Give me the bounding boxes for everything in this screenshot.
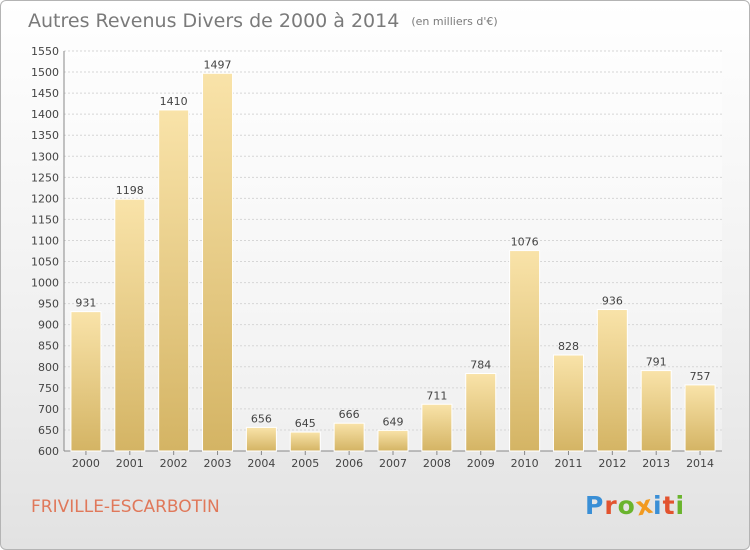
data-label: 936	[602, 295, 623, 308]
logo-letter: i	[675, 491, 686, 520]
x-tick-label: 2005	[291, 457, 319, 470]
y-tick-label: 850	[38, 340, 59, 353]
x-tick-label: 2000	[72, 457, 100, 470]
bar-2010	[509, 250, 541, 452]
bar-2012	[596, 309, 628, 452]
data-label: 1410	[160, 95, 188, 108]
x-tick-label: 2007	[379, 457, 407, 470]
x-tick-label: 2011	[554, 457, 582, 470]
logo-letter: t	[662, 491, 676, 520]
y-tick-label: 1000	[31, 277, 59, 290]
bar-2004	[245, 426, 277, 452]
y-tick-label: 1300	[31, 150, 59, 163]
bar-2007	[377, 429, 409, 452]
y-tick-label: 650	[38, 424, 59, 437]
data-label: 666	[339, 408, 360, 421]
proxiti-logo: Proxiti	[585, 490, 686, 522]
logo-letter: o	[617, 491, 636, 520]
x-tick-label: 2013	[642, 457, 670, 470]
y-tick-label: 950	[38, 298, 59, 311]
bar-2000	[70, 311, 102, 452]
x-tick-label: 2001	[116, 457, 144, 470]
data-label: 649	[383, 415, 404, 428]
bar-2013	[640, 370, 672, 452]
logo-letter: P	[585, 491, 605, 520]
bar-2008	[421, 403, 453, 452]
bar-2014	[684, 384, 716, 452]
y-tick-label: 1200	[31, 192, 59, 205]
bar-2001	[114, 198, 146, 452]
logo-letter: r	[604, 491, 618, 520]
y-tick-label: 1550	[31, 45, 59, 58]
bar-2003	[202, 72, 234, 452]
data-label: 784	[470, 359, 491, 372]
data-label: 828	[558, 340, 579, 353]
y-tick-label: 1050	[31, 256, 59, 269]
x-tick-label: 2014	[686, 457, 714, 470]
y-tick-label: 1350	[31, 129, 59, 142]
y-tick-label: 800	[38, 361, 59, 374]
y-tick-label: 1150	[31, 213, 59, 226]
y-tick-label: 1450	[31, 87, 59, 100]
data-label: 656	[251, 412, 272, 425]
chart-title: Autres Revenus Divers de 2000 à 2014 (en…	[28, 10, 498, 32]
y-tick-label: 1250	[31, 171, 59, 184]
x-tick-label: 2010	[511, 457, 539, 470]
x-tick-label: 2002	[160, 457, 188, 470]
bar-2005	[289, 431, 321, 452]
data-label: 757	[690, 370, 711, 383]
y-tick-label: 700	[38, 403, 59, 416]
chart-unit: (en milliers d'€)	[411, 15, 498, 28]
y-tick-label: 750	[38, 382, 59, 395]
bar-2002	[158, 109, 190, 452]
x-tick-label: 2008	[423, 457, 451, 470]
x-tick-label: 2003	[204, 457, 232, 470]
y-tick-label: 1100	[31, 234, 59, 247]
y-tick-label: 900	[38, 319, 59, 332]
data-label: 1076	[511, 236, 539, 249]
y-tick-label: 1500	[31, 66, 59, 79]
bar-2011	[552, 354, 584, 452]
data-label: 1497	[204, 58, 232, 71]
data-label: 931	[75, 297, 96, 310]
x-tick-label: 2009	[467, 457, 495, 470]
y-tick-label: 1400	[31, 108, 59, 121]
bar-2009	[465, 373, 497, 452]
x-tick-label: 2004	[247, 457, 275, 470]
x-tick-label: 2006	[335, 457, 363, 470]
x-tick-label: 2012	[598, 457, 626, 470]
chart-title-text: Autres Revenus Divers de 2000 à 2014	[28, 10, 400, 32]
data-label: 791	[646, 356, 667, 369]
data-label: 1198	[116, 184, 144, 197]
commune-name: FRIVILLE-ESCARBOTIN	[31, 497, 220, 517]
data-label: 711	[426, 389, 447, 402]
logo-letter: i	[653, 491, 663, 520]
bar-2006	[333, 422, 365, 452]
y-tick-label: 600	[38, 445, 59, 458]
data-label: 645	[295, 417, 316, 430]
